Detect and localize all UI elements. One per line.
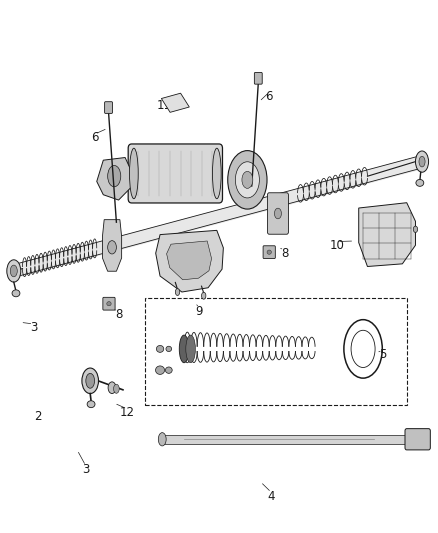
Text: 6: 6 bbox=[265, 90, 273, 103]
Ellipse shape bbox=[107, 302, 111, 306]
Polygon shape bbox=[166, 241, 212, 280]
Ellipse shape bbox=[166, 367, 172, 373]
Ellipse shape bbox=[212, 148, 221, 199]
Ellipse shape bbox=[12, 290, 20, 297]
Ellipse shape bbox=[228, 151, 267, 209]
Ellipse shape bbox=[82, 368, 99, 393]
Ellipse shape bbox=[235, 162, 259, 198]
Text: 9: 9 bbox=[196, 305, 203, 318]
Bar bbox=[162, 435, 409, 443]
Text: 4: 4 bbox=[268, 490, 275, 503]
FancyBboxPatch shape bbox=[254, 72, 262, 84]
Text: 1: 1 bbox=[198, 187, 205, 200]
FancyBboxPatch shape bbox=[263, 246, 276, 259]
Text: 8: 8 bbox=[115, 308, 122, 321]
Text: 11: 11 bbox=[157, 100, 172, 112]
Polygon shape bbox=[161, 93, 189, 112]
Polygon shape bbox=[102, 220, 122, 271]
FancyBboxPatch shape bbox=[405, 429, 430, 450]
Ellipse shape bbox=[242, 171, 253, 188]
Ellipse shape bbox=[87, 401, 95, 408]
FancyBboxPatch shape bbox=[105, 102, 113, 114]
FancyBboxPatch shape bbox=[268, 193, 288, 234]
Ellipse shape bbox=[86, 373, 95, 388]
Ellipse shape bbox=[108, 382, 116, 393]
Ellipse shape bbox=[275, 208, 282, 219]
Text: 6: 6 bbox=[91, 131, 98, 144]
Ellipse shape bbox=[11, 265, 17, 277]
Ellipse shape bbox=[155, 366, 165, 374]
Ellipse shape bbox=[108, 165, 121, 187]
Polygon shape bbox=[155, 230, 223, 292]
Ellipse shape bbox=[108, 241, 117, 254]
Ellipse shape bbox=[7, 260, 21, 282]
Ellipse shape bbox=[267, 250, 272, 254]
Polygon shape bbox=[359, 203, 416, 266]
Text: 12: 12 bbox=[120, 406, 135, 419]
Bar bbox=[145, 298, 407, 405]
Ellipse shape bbox=[166, 346, 172, 352]
Ellipse shape bbox=[186, 335, 195, 363]
Ellipse shape bbox=[416, 151, 428, 172]
Text: 5: 5 bbox=[379, 348, 386, 361]
Text: 10: 10 bbox=[329, 239, 344, 252]
Text: 3: 3 bbox=[30, 321, 37, 334]
FancyBboxPatch shape bbox=[128, 144, 223, 203]
Ellipse shape bbox=[130, 148, 138, 199]
Text: 2: 2 bbox=[34, 410, 42, 423]
Ellipse shape bbox=[113, 384, 119, 393]
Ellipse shape bbox=[413, 226, 418, 232]
Ellipse shape bbox=[201, 292, 206, 299]
Text: 7: 7 bbox=[208, 271, 216, 284]
Ellipse shape bbox=[416, 180, 424, 187]
Ellipse shape bbox=[156, 345, 164, 352]
Ellipse shape bbox=[179, 335, 189, 363]
Text: 9: 9 bbox=[374, 255, 382, 268]
Ellipse shape bbox=[419, 156, 425, 167]
Ellipse shape bbox=[175, 288, 180, 295]
Text: 8: 8 bbox=[281, 247, 288, 260]
Polygon shape bbox=[97, 158, 132, 200]
Ellipse shape bbox=[158, 433, 166, 446]
Text: 3: 3 bbox=[82, 463, 89, 476]
FancyBboxPatch shape bbox=[103, 297, 115, 310]
Text: 3: 3 bbox=[379, 213, 386, 226]
